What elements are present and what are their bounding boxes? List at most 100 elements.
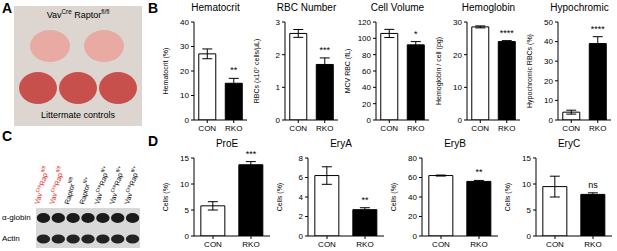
svg-text:****: ****	[500, 28, 515, 38]
svg-text:RBCs (x10⁷ cells/μL): RBCs (x10⁷ cells/μL)	[253, 39, 261, 104]
svg-text:2: 2	[276, 51, 281, 60]
svg-text:5: 5	[527, 206, 532, 215]
svg-text:40: 40	[362, 83, 371, 92]
svg-text:CON: CON	[432, 240, 450, 249]
html-text:Vav: Vav	[122, 191, 133, 205]
svg-text:***: ***	[319, 45, 330, 55]
html-text:Raptor: Raptor	[63, 182, 76, 205]
html-text:Hemoglobin: Hemoglobin	[461, 2, 516, 13]
svg-text:10: 10	[180, 180, 189, 189]
svg-text:0: 0	[299, 232, 304, 241]
svg-text:RKO: RKO	[407, 124, 424, 133]
html-text:B: B	[148, 0, 159, 16]
html-text:Rap: Rap	[38, 171, 49, 186]
svg-text:5: 5	[185, 206, 190, 215]
svg-text:10: 10	[453, 83, 462, 92]
svg-text:RKO: RKO	[470, 240, 487, 249]
svg-text:0: 0	[527, 232, 532, 241]
svg-text:RKO: RKO	[225, 124, 242, 133]
svg-text:CON: CON	[380, 124, 398, 133]
svg-text:20: 20	[544, 77, 553, 86]
svg-text:6: 6	[299, 173, 304, 182]
svg-text:80: 80	[408, 154, 417, 163]
svg-text:15: 15	[522, 154, 531, 163]
svg-text:CON: CON	[546, 240, 564, 249]
svg-text:Hemoglobin / cell (pg): Hemoglobin / cell (pg)	[435, 37, 443, 105]
svg-text:Cells (%): Cells (%)	[276, 183, 284, 211]
svg-text:3: 3	[276, 18, 281, 27]
html-text:Hematocrit: Hematocrit	[191, 2, 240, 13]
svg-text:*: *	[414, 29, 418, 39]
svg-text:CON: CON	[198, 124, 216, 133]
svg-text:60: 60	[408, 173, 417, 182]
svg-text:CON: CON	[471, 124, 489, 133]
svg-text:CON: CON	[562, 124, 580, 133]
svg-text:Cells (%): Cells (%)	[390, 183, 398, 211]
svg-text:20: 20	[453, 51, 462, 60]
html-text:Vav: Vav	[48, 191, 59, 205]
svg-text:**: **	[475, 167, 483, 177]
html-text:Vav: Vav	[33, 191, 44, 205]
svg-text:***: ***	[246, 150, 257, 159]
svg-text:**: **	[230, 65, 238, 75]
html-text:Rap: Rap	[127, 171, 138, 186]
html-text:Rap: Rap	[98, 171, 109, 186]
svg-text:30: 30	[180, 42, 189, 51]
html-text:Hypochromic: Hypochromic	[550, 2, 609, 13]
svg-text:0: 0	[185, 232, 190, 241]
svg-text:2: 2	[299, 212, 304, 221]
svg-text:Hypochromic RBCs (%): Hypochromic RBCs (%)	[526, 34, 534, 108]
html-text:Rap: Rap	[53, 171, 64, 186]
svg-text:0: 0	[367, 116, 372, 125]
svg-text:ns: ns	[588, 180, 598, 190]
svg-text:15: 15	[180, 154, 189, 163]
svg-text:0: 0	[413, 232, 418, 241]
svg-text:****: ****	[591, 24, 606, 34]
svg-text:4: 4	[299, 193, 304, 202]
svg-text:120: 120	[358, 18, 372, 27]
svg-text:Hematocrit (%): Hematocrit (%)	[162, 48, 170, 95]
svg-text:8: 8	[299, 154, 304, 163]
svg-text:RKO: RKO	[589, 124, 606, 133]
html-text:Rap: Rap	[113, 171, 124, 186]
svg-text:20: 20	[362, 100, 371, 109]
html-text:A: A	[2, 0, 13, 16]
html-text:Cell Volume: Cell Volume	[370, 2, 425, 13]
svg-text:40: 40	[408, 193, 417, 202]
svg-text:Cells (%): Cells (%)	[162, 183, 170, 211]
svg-text:RKO: RKO	[356, 240, 373, 249]
svg-text:CON: CON	[204, 240, 222, 249]
svg-text:80: 80	[362, 51, 371, 60]
html-text:C: C	[2, 128, 13, 144]
svg-text:1: 1	[276, 83, 281, 92]
svg-text:50: 50	[544, 18, 553, 27]
svg-text:30: 30	[544, 57, 553, 66]
svg-text:60: 60	[362, 67, 371, 76]
svg-text:10: 10	[180, 91, 189, 100]
svg-text:40: 40	[180, 18, 189, 27]
svg-text:0: 0	[458, 116, 463, 125]
html-text:VavCreRaptorfl/fl: VavCreRaptorfl/fl	[46, 8, 110, 20]
svg-text:RKO: RKO	[498, 124, 515, 133]
svg-text:**: **	[361, 195, 369, 205]
html-text:Raptor: Raptor	[78, 182, 91, 205]
svg-text:10: 10	[544, 96, 553, 105]
svg-text:Cells (%): Cells (%)	[504, 183, 512, 211]
svg-text:CON: CON	[318, 240, 336, 249]
html-text:RBC Number: RBC Number	[276, 2, 337, 13]
svg-text:100: 100	[358, 34, 372, 43]
svg-text:MCV RBC (fL): MCV RBC (fL)	[344, 49, 352, 94]
svg-text:0: 0	[549, 116, 554, 125]
svg-text:40: 40	[544, 37, 553, 46]
svg-text:RKO: RKO	[584, 240, 601, 249]
svg-text:0: 0	[185, 116, 190, 125]
svg-text:RKO: RKO	[316, 124, 333, 133]
svg-text:CON: CON	[289, 124, 307, 133]
html-text:D: D	[148, 133, 159, 149]
svg-text:30: 30	[453, 18, 462, 27]
svg-text:20: 20	[408, 212, 417, 221]
svg-text:RKO: RKO	[242, 240, 259, 249]
svg-text:10: 10	[522, 180, 531, 189]
svg-text:0: 0	[276, 116, 281, 125]
svg-text:20: 20	[180, 67, 189, 76]
